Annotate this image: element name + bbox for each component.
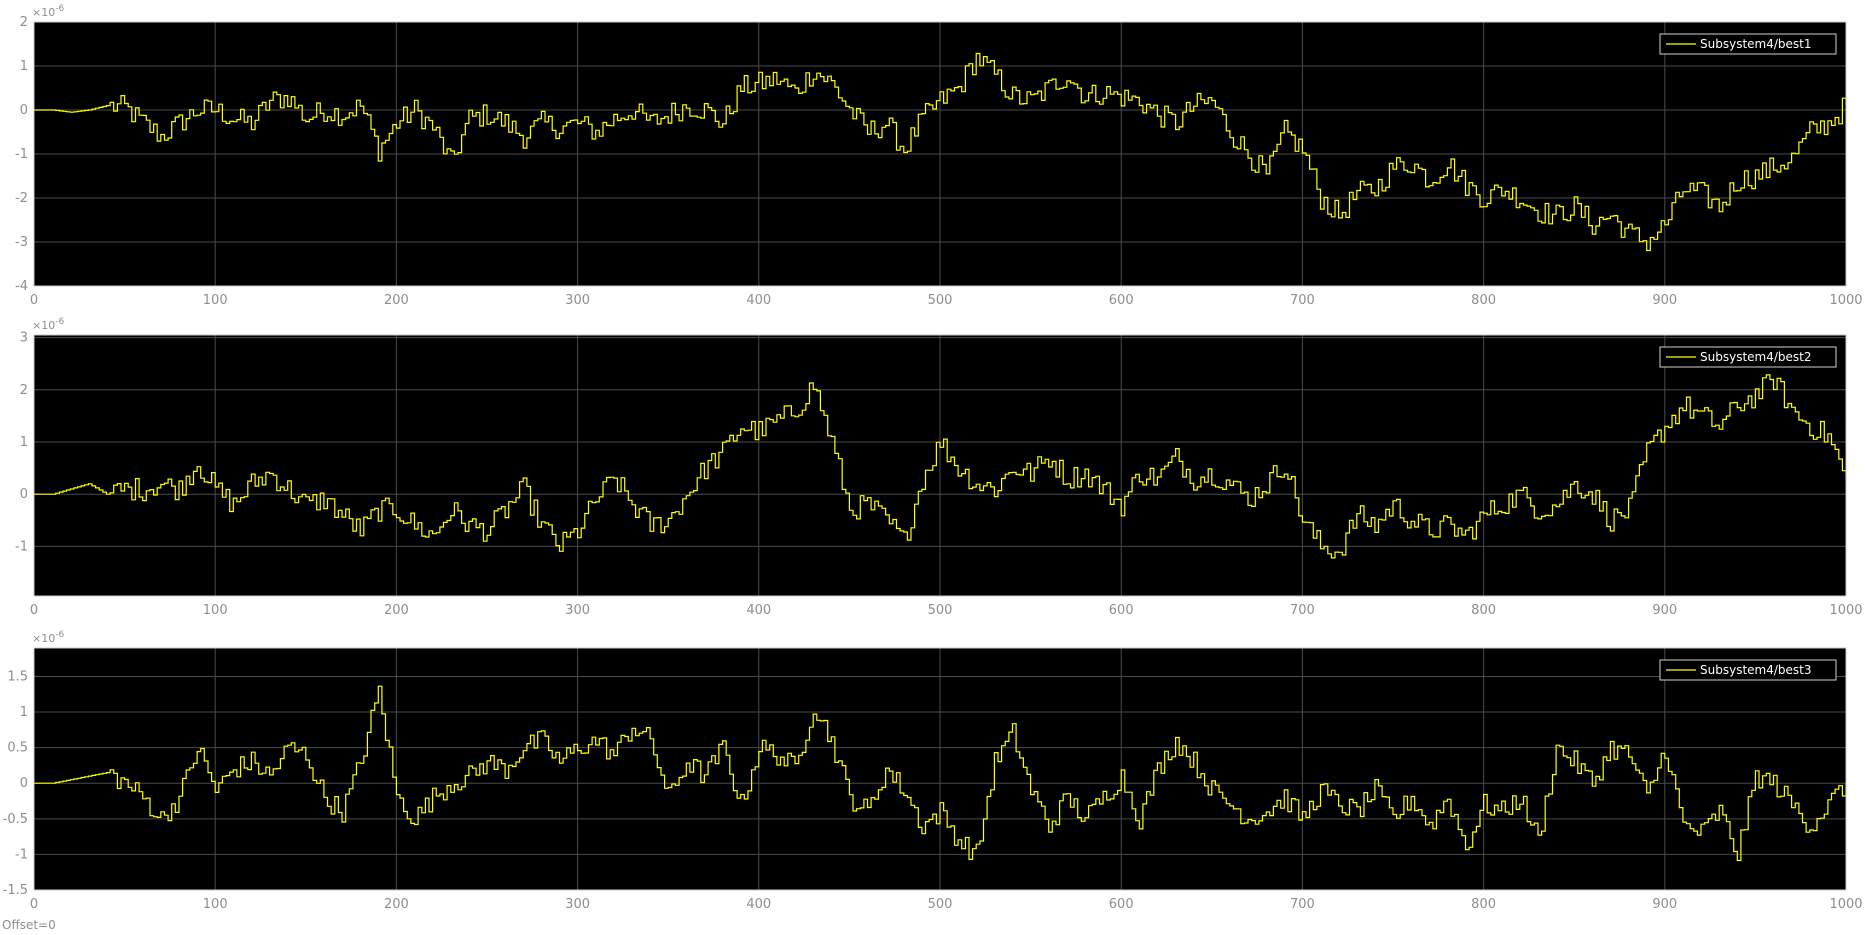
- x-tick-label: 800: [1471, 897, 1496, 912]
- x-tick-label: 900: [1652, 293, 1677, 308]
- legend-label: Subsystem4/best2: [1700, 350, 1812, 364]
- legend-label: Subsystem4/best3: [1700, 663, 1812, 677]
- x-tick-label: 600: [1109, 293, 1134, 308]
- x-tick-label: 300: [565, 603, 590, 618]
- axis-exponent-label: ×10-6: [32, 630, 64, 645]
- legend[interactable]: Subsystem4/best1: [1659, 33, 1837, 55]
- x-tick-label: 900: [1652, 897, 1677, 912]
- x-tick-label: 100: [203, 293, 228, 308]
- axis-exponent-label: ×10-6: [32, 317, 64, 332]
- x-tick-label: 800: [1471, 293, 1496, 308]
- y-tick-label: 2: [20, 383, 28, 398]
- legend-label: Subsystem4/best1: [1700, 37, 1812, 51]
- x-tick-label: 100: [203, 603, 228, 618]
- legend-box: [1659, 346, 1837, 368]
- y-tick-label: -0.5: [3, 812, 28, 827]
- signal-trace: [34, 374, 1847, 559]
- x-tick-label: 800: [1471, 603, 1496, 618]
- scope-panel-1: 0 100 200 300 400 500 600 700 800 900 1000 -4 -3 -2 -1…: [15, 4, 1863, 308]
- x-tick-label: 600: [1109, 897, 1134, 912]
- x-tick-label: 700: [1290, 293, 1315, 308]
- signal-trace: [34, 685, 1847, 862]
- axis-exponent-label: ×10-6: [32, 4, 64, 19]
- legend-box: [1659, 33, 1837, 55]
- x-tick-label: 600: [1109, 603, 1134, 618]
- y-tick-label: -3: [15, 235, 28, 250]
- x-tick-label: 700: [1290, 603, 1315, 618]
- x-tick-label: 0: [30, 603, 38, 618]
- y-tick-label: -4: [15, 279, 28, 294]
- x-tick-label: 100: [203, 897, 228, 912]
- x-tick-label: 0: [30, 897, 38, 912]
- x-tick-label: 400: [746, 897, 771, 912]
- legend[interactable]: Subsystem4/best2: [1659, 346, 1837, 368]
- y-tick-label: 0: [20, 487, 28, 502]
- x-tick-label: 200: [384, 293, 409, 308]
- x-tick-label: 300: [565, 897, 590, 912]
- y-tick-label: 1: [20, 59, 28, 74]
- x-tick-label: 700: [1290, 897, 1315, 912]
- x-tick-label: 1000: [1829, 293, 1862, 308]
- y-tick-label: -1: [15, 539, 28, 554]
- y-tick-label: -2: [15, 191, 28, 206]
- y-tick-label: -1: [15, 147, 28, 162]
- y-tick-label: 1.5: [7, 669, 28, 684]
- y-tick-label: 2: [20, 15, 28, 30]
- x-tick-label: 400: [746, 603, 771, 618]
- y-tick-label: 1: [20, 705, 28, 720]
- x-tick-label: 300: [565, 293, 590, 308]
- offset-label: Offset=0: [2, 918, 56, 932]
- axes-frame: [33, 647, 1847, 891]
- y-tick-label: 1: [20, 435, 28, 450]
- x-tick-label: 200: [384, 897, 409, 912]
- y-tick-label: -1: [15, 847, 28, 862]
- axes-frame: [33, 21, 1847, 287]
- scope-panel-3: 0 100 200 300 400 500 600 700 800 900 1000 -1.5 -1 -0…: [3, 630, 1863, 912]
- y-tick-label: 3: [20, 331, 28, 346]
- x-tick-label: 200: [384, 603, 409, 618]
- x-tick-label: 0: [30, 293, 38, 308]
- legend[interactable]: Subsystem4/best3: [1659, 659, 1837, 681]
- y-tick-label: 0: [20, 776, 28, 791]
- x-tick-label: 1000: [1829, 897, 1862, 912]
- scope-panel-2: 0 100 200 300 400 500 600 700 800 900 1000 -1 0 1 2 3 ×1…: [15, 317, 1863, 618]
- x-tick-label: 500: [928, 293, 953, 308]
- x-tick-label: 900: [1652, 603, 1677, 618]
- signal-trace: [34, 52, 1847, 252]
- y-tick-label: -1.5: [3, 883, 28, 898]
- x-tick-label: 400: [746, 293, 771, 308]
- legend-box: [1659, 659, 1837, 681]
- y-tick-label: 0.5: [7, 741, 28, 756]
- axes-frame: [33, 334, 1847, 597]
- x-tick-label: 500: [928, 897, 953, 912]
- x-tick-label: 1000: [1829, 603, 1862, 618]
- x-tick-label: 500: [928, 603, 953, 618]
- y-tick-label: 0: [20, 103, 28, 118]
